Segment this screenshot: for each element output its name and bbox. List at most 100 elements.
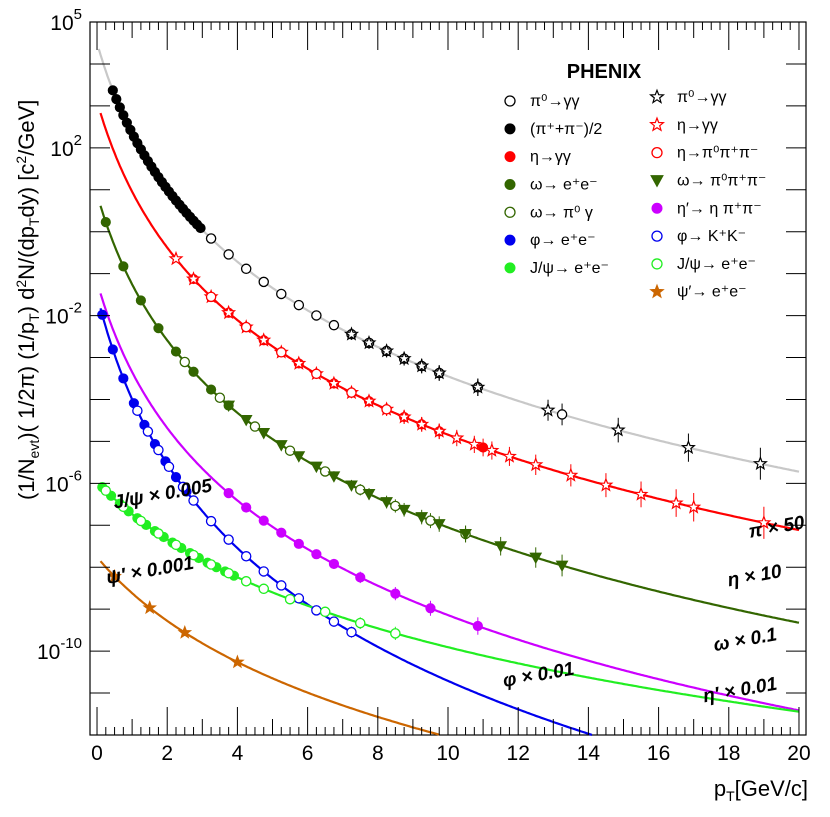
point-s13-5 (188, 549, 199, 561)
point-s8-7 (345, 480, 358, 492)
scale-label-6: ψ′ × 0.001 (105, 553, 196, 589)
point-s4-24 (668, 495, 684, 510)
legend-label-c1-5: φ→ e⁺e⁻ (530, 232, 596, 249)
y-tick-label--10: 10-10 (37, 635, 82, 664)
point-s6-3 (153, 323, 164, 334)
point-s4-25 (686, 499, 702, 514)
point-s11-12 (311, 605, 322, 616)
point-s8-9 (380, 497, 393, 509)
x-tick-label-16: 16 (647, 742, 670, 765)
point-s10-0 (97, 309, 108, 320)
point-s6-4 (170, 346, 182, 357)
point-s13-6 (205, 559, 217, 570)
point-s14-0 (107, 568, 122, 583)
point-s6-1 (118, 261, 129, 272)
legend-label-c1-2: η→γγ (530, 149, 571, 166)
point-s4-22 (598, 477, 614, 492)
point-s8-16 (555, 560, 569, 573)
point-s1-0 (107, 85, 118, 96)
point-s4-20 (528, 456, 544, 472)
x-tick-label-10: 10 (436, 742, 459, 765)
point-s11-10 (276, 580, 287, 591)
point-s8-4 (292, 451, 306, 463)
point-s4-14 (414, 416, 430, 431)
point-s8-5 (310, 461, 323, 474)
point-s13-8 (240, 576, 252, 587)
point-s10-2 (118, 373, 129, 384)
point-s9-10 (472, 620, 483, 632)
point-s4-1 (185, 271, 201, 286)
y-title-p0: (1/N (14, 458, 39, 500)
point-s9-8 (390, 588, 401, 599)
y-tick-label-5: 105 (50, 6, 82, 35)
point-s14-3 (230, 654, 245, 669)
point-s6-2 (135, 295, 146, 306)
x-tick-label-4: 4 (232, 742, 244, 765)
point-s13-2 (135, 515, 147, 527)
point-s13-13 (390, 628, 401, 639)
point-s2-1 (361, 335, 377, 350)
legend-marker-c1-4 (504, 206, 516, 218)
point-s4-17 (466, 436, 482, 451)
point-s8-14 (494, 541, 508, 553)
legend-marker-c2-3 (650, 175, 664, 188)
point-s5-5 (381, 404, 392, 415)
legend-label-c2-2: η→π⁰π⁺π⁻ (677, 145, 758, 162)
legend-title: PHENIX (567, 61, 642, 83)
point-s8-12 (432, 519, 446, 531)
x-axis-title-units: [GeV/c] (735, 776, 808, 801)
point-s8-11 (415, 512, 429, 524)
point-s14-1 (142, 600, 157, 615)
point-s0-7 (328, 319, 340, 331)
point-s7-2 (249, 421, 261, 432)
point-s9-3 (276, 527, 287, 538)
legend-label-c2-3: ω→ π⁰π⁺π⁻ (677, 172, 766, 189)
point-s2-7 (540, 402, 556, 417)
legend-label-c2-1: η→γγ (677, 117, 718, 134)
point-s10-7 (170, 472, 182, 483)
point-s4-15 (431, 423, 447, 438)
y-title-p3: T (26, 313, 42, 322)
scale-label-0: π × 50 (747, 512, 807, 543)
point-s9-2 (258, 515, 269, 526)
point-s0-1 (223, 249, 234, 260)
legend-label-c1-0: π⁰→γγ (530, 93, 579, 110)
point-s13-0 (100, 485, 112, 496)
point-s4-23 (633, 486, 649, 501)
y-title-p2: )( 1/2π) (1/p (14, 322, 39, 440)
point-s2-2 (379, 343, 395, 358)
x-axis-title: pT[GeV/c] (714, 776, 808, 804)
point-s13-7 (223, 567, 234, 579)
y-title-p4: ) d (14, 288, 39, 314)
point-s5-1 (240, 321, 252, 333)
point-s9-0 (223, 488, 234, 499)
point-s0-6 (311, 310, 322, 321)
point-s2-0 (343, 326, 360, 341)
legend-marker-c1-0 (504, 95, 516, 107)
point-s1-25 (195, 222, 206, 234)
point-s9-9 (425, 603, 436, 614)
y-tick-exp: 5 (74, 6, 82, 23)
x-tick-label-14: 14 (577, 742, 601, 765)
point-s0-2 (240, 263, 252, 275)
legend-marker-c1-3 (504, 178, 516, 190)
point-s8-8 (362, 489, 376, 501)
y-title-p9: 2 (13, 156, 29, 164)
legend-label-c2-6: J/ψ→ e⁺e⁻ (677, 256, 756, 273)
point-s11-6 (205, 515, 217, 527)
y-title-p5: 2 (13, 280, 29, 288)
scale-label-4: φ × 0.01 (501, 659, 576, 692)
point-s0-3 (258, 276, 269, 288)
point-s14-2 (177, 624, 193, 639)
y-tick-base: 10 (50, 12, 73, 35)
point-s11-1 (142, 426, 154, 437)
y-title-p7: T (26, 217, 42, 226)
point-s9-6 (328, 558, 340, 570)
point-s11-11 (293, 593, 305, 604)
x-tick-label-12: 12 (507, 742, 530, 765)
point-s4-5 (256, 332, 272, 347)
legend-marker-c2-1 (648, 116, 666, 132)
point-s5-2 (276, 347, 287, 358)
point-s8-15 (529, 552, 543, 565)
